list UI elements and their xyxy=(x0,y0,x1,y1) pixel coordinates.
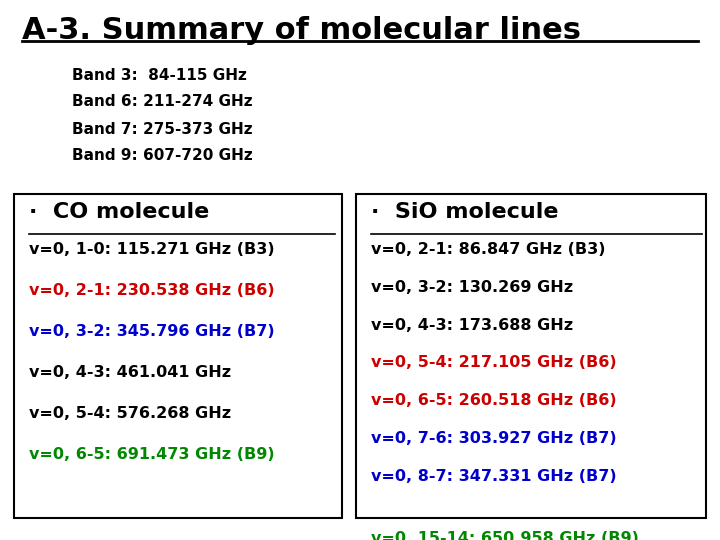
Text: ·  CO molecule: · CO molecule xyxy=(29,202,209,222)
Text: v=0, 2-1: 230.538 GHz (B6): v=0, 2-1: 230.538 GHz (B6) xyxy=(29,283,274,298)
Text: Band 3:  84-115 GHz: Band 3: 84-115 GHz xyxy=(72,68,247,83)
Text: v=0, 5-4: 576.268 GHz: v=0, 5-4: 576.268 GHz xyxy=(29,406,231,421)
Text: v=0, 3-2: 130.269 GHz: v=0, 3-2: 130.269 GHz xyxy=(371,280,573,295)
Text: v=0, 15-14: 650.958 GHz (B9): v=0, 15-14: 650.958 GHz (B9) xyxy=(371,531,639,540)
Text: v=0, 4-3: 173.688 GHz: v=0, 4-3: 173.688 GHz xyxy=(371,318,573,333)
FancyBboxPatch shape xyxy=(356,194,706,518)
Text: A-3. Summary of molecular lines: A-3. Summary of molecular lines xyxy=(22,16,580,45)
Text: v=0, 7-6: 303.927 GHz (B7): v=0, 7-6: 303.927 GHz (B7) xyxy=(371,431,616,446)
Text: v=0, 2-1: 86.847 GHz (B3): v=0, 2-1: 86.847 GHz (B3) xyxy=(371,242,606,257)
Text: Band 9: 607-720 GHz: Band 9: 607-720 GHz xyxy=(72,148,253,164)
Text: ·  SiO molecule: · SiO molecule xyxy=(371,202,558,222)
Text: v=0, 3-2: 345.796 GHz (B7): v=0, 3-2: 345.796 GHz (B7) xyxy=(29,324,274,339)
Text: v=0, 8-7: 347.331 GHz (B7): v=0, 8-7: 347.331 GHz (B7) xyxy=(371,469,616,484)
Text: v=0, 4-3: 461.041 GHz: v=0, 4-3: 461.041 GHz xyxy=(29,365,231,380)
Text: Band 7: 275-373 GHz: Band 7: 275-373 GHz xyxy=(72,122,253,137)
Text: v=0, 1-0: 115.271 GHz (B3): v=0, 1-0: 115.271 GHz (B3) xyxy=(29,242,274,257)
Text: Band 6: 211-274 GHz: Band 6: 211-274 GHz xyxy=(72,94,253,110)
Text: v=0, 6-5: 691.473 GHz (B9): v=0, 6-5: 691.473 GHz (B9) xyxy=(29,447,274,462)
Text: v=0, 5-4: 217.105 GHz (B6): v=0, 5-4: 217.105 GHz (B6) xyxy=(371,355,616,370)
Text: v=0, 6-5: 260.518 GHz (B6): v=0, 6-5: 260.518 GHz (B6) xyxy=(371,393,616,408)
FancyBboxPatch shape xyxy=(14,194,342,518)
